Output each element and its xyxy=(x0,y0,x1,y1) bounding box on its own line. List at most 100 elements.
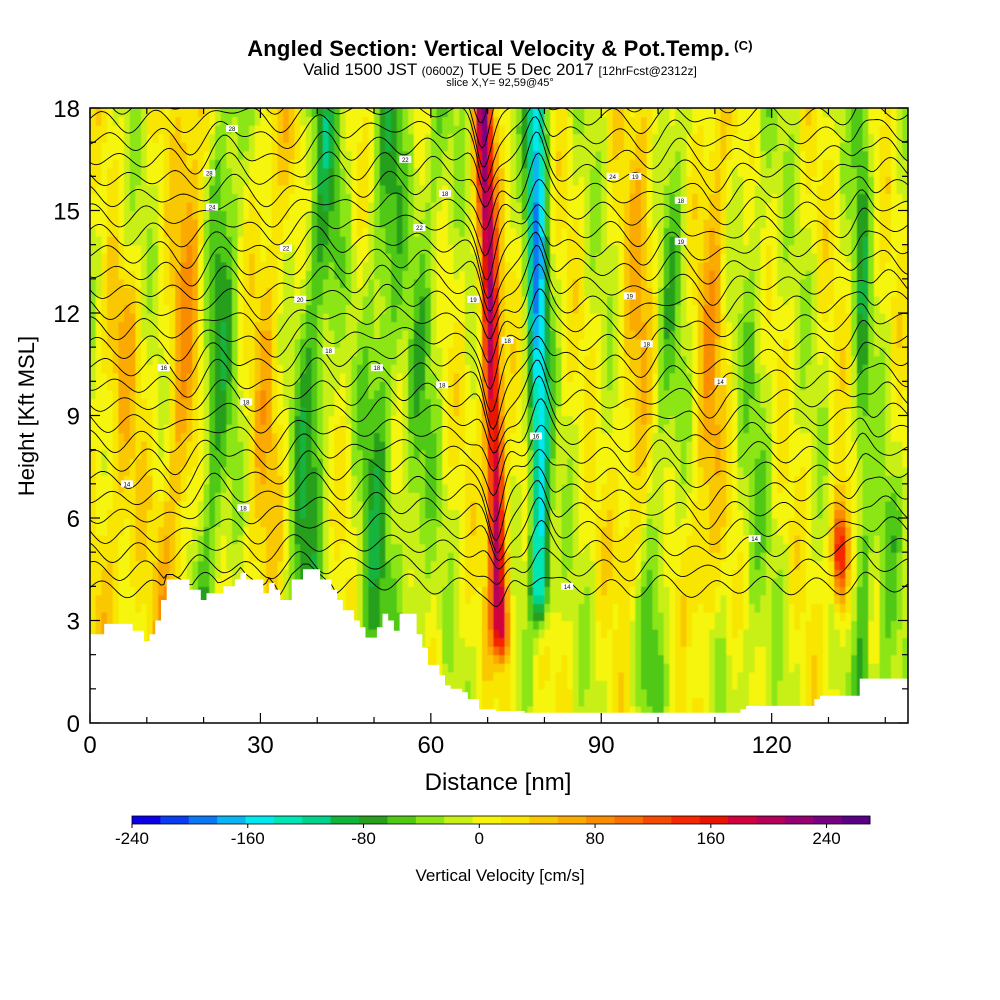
heatmap-cell xyxy=(476,142,483,152)
heatmap-cell xyxy=(322,253,330,263)
heatmap-cell xyxy=(305,458,313,468)
heatmap-cell xyxy=(141,364,148,374)
heatmap-cell xyxy=(192,227,199,237)
heatmap-cell xyxy=(249,184,256,195)
heatmap-cell xyxy=(232,304,239,314)
heatmap-cell xyxy=(374,372,381,382)
heatmap-cell xyxy=(322,193,330,203)
heatmap-cell xyxy=(328,270,335,280)
heatmap-cell xyxy=(334,295,341,306)
heatmap-cell xyxy=(158,142,165,152)
heatmap-cell xyxy=(402,295,409,306)
heatmap-cell xyxy=(192,159,199,169)
heatmap-cell xyxy=(209,398,216,408)
heatmap-cell xyxy=(311,338,318,348)
heatmap-cell xyxy=(232,432,239,442)
heatmap-cell xyxy=(334,253,341,263)
heatmap-cell xyxy=(311,492,318,502)
heatmap-cell xyxy=(328,398,335,408)
heatmap-cell xyxy=(368,526,375,536)
heatmap-cell xyxy=(339,483,347,493)
heatmap-cell xyxy=(192,142,199,152)
heatmap-cell xyxy=(101,244,108,254)
heatmap-cell xyxy=(385,321,392,331)
heatmap-cell xyxy=(141,449,148,459)
heatmap-cell xyxy=(209,372,216,382)
heatmap-cell xyxy=(385,176,392,186)
heatmap-cell xyxy=(118,475,125,485)
heatmap-cell xyxy=(112,381,119,391)
heatmap-cell xyxy=(95,364,102,374)
heatmap-cell xyxy=(95,603,102,613)
heatmap-cell xyxy=(305,415,313,425)
heatmap-cell xyxy=(419,594,426,605)
heatmap-cell xyxy=(476,210,483,220)
heatmap-cell xyxy=(447,167,455,177)
heatmap-cell xyxy=(385,304,392,314)
heatmap-cell xyxy=(180,509,188,519)
heatmap-cell xyxy=(356,415,364,425)
heatmap-cell xyxy=(124,526,131,536)
heatmap-cell xyxy=(453,552,460,562)
heatmap-cell xyxy=(396,167,404,177)
heatmap-cell xyxy=(271,406,279,417)
heatmap-cell xyxy=(368,116,375,126)
heatmap-cell xyxy=(95,543,102,553)
heatmap-cell xyxy=(436,552,443,562)
heatmap-cell xyxy=(385,313,392,323)
heatmap-cell xyxy=(243,560,250,570)
heatmap-cell xyxy=(214,406,222,417)
heatmap-cell xyxy=(339,424,347,434)
heatmap-cell xyxy=(436,569,443,579)
heatmap-cell xyxy=(328,577,335,587)
heatmap-cell xyxy=(385,603,392,613)
heatmap-cell xyxy=(408,184,415,195)
heatmap-cell xyxy=(266,577,273,587)
heatmap-cell xyxy=(351,560,358,570)
heatmap-cell xyxy=(413,483,421,493)
heatmap-cell xyxy=(436,176,443,186)
heatmap-cell xyxy=(169,466,176,476)
heatmap-cell xyxy=(396,569,404,579)
heatmap-cell xyxy=(180,108,188,118)
heatmap-cell xyxy=(135,441,142,451)
heatmap-cell xyxy=(322,552,330,562)
heatmap-cell xyxy=(107,500,114,511)
heatmap-cell xyxy=(95,313,102,323)
heatmap-cell xyxy=(141,236,148,246)
heatmap-cell xyxy=(300,193,307,203)
heatmap-cell xyxy=(419,210,426,220)
heatmap-cell xyxy=(328,526,335,536)
heatmap-cell xyxy=(146,611,154,622)
heatmap-cell xyxy=(243,142,250,152)
heatmap-cell xyxy=(135,261,142,271)
heatmap-cell xyxy=(345,543,352,553)
heatmap-cell xyxy=(481,680,489,690)
heatmap-cell xyxy=(339,586,347,596)
heatmap-cell xyxy=(203,586,210,596)
heatmap-cell xyxy=(311,244,318,254)
heatmap-cell xyxy=(408,270,415,280)
heatmap-cell xyxy=(129,543,137,553)
heatmap-cell xyxy=(163,253,171,263)
heatmap-cell xyxy=(129,466,137,476)
heatmap-cell xyxy=(436,560,443,570)
heatmap-cell xyxy=(425,424,432,434)
heatmap-cell xyxy=(453,381,460,391)
heatmap-cell xyxy=(368,287,375,297)
heatmap-cell xyxy=(112,535,119,545)
heatmap-cell xyxy=(328,304,335,314)
heatmap-cell xyxy=(214,150,222,160)
heatmap-cell xyxy=(362,441,369,451)
heatmap-cell xyxy=(470,663,477,673)
heatmap-cell xyxy=(249,406,256,417)
heatmap-cell xyxy=(459,210,466,220)
heatmap-cell xyxy=(385,219,392,229)
heatmap-cell xyxy=(419,389,426,400)
heatmap-cell xyxy=(118,108,125,118)
heatmap-cell xyxy=(470,176,477,186)
heatmap-cell xyxy=(470,389,477,400)
heatmap-cell xyxy=(425,509,432,519)
heatmap-cell xyxy=(379,330,386,340)
heatmap-cell xyxy=(283,253,290,263)
